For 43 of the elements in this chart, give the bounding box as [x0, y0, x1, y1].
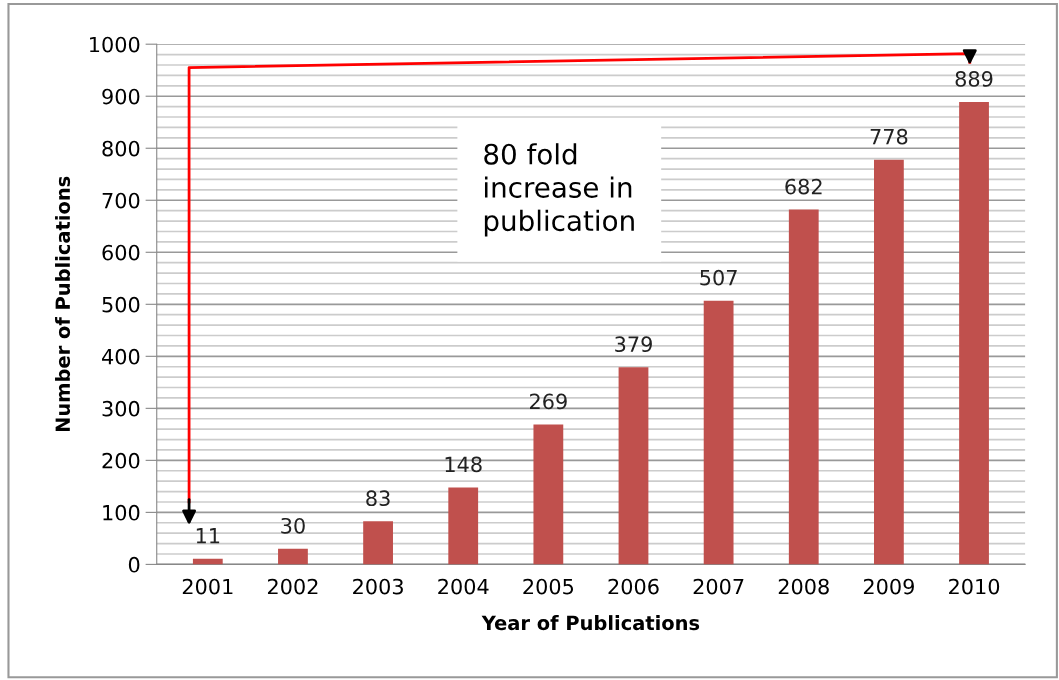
x-tick-label: 2009 — [863, 578, 914, 595]
x-tick-label: 2001 — [182, 578, 233, 595]
data-label: 889 — [955, 71, 993, 87]
y-tick-label: 800 — [102, 140, 140, 157]
y-tick-label: 700 — [102, 192, 140, 209]
data-label: 83 — [366, 490, 390, 507]
y-axis-title: Number of Publications — [55, 176, 71, 432]
x-tick-label: 2008 — [778, 578, 829, 595]
x-tick-label: 2005 — [523, 578, 574, 595]
y-tick-label: 0 — [128, 556, 140, 573]
y-tick-label: 100 — [103, 504, 140, 521]
y-tick-label: 200 — [102, 452, 140, 469]
data-label: 507 — [700, 269, 737, 286]
bar — [533, 424, 564, 565]
data-label: 379 — [615, 336, 652, 353]
bar — [278, 548, 308, 565]
y-tick-label: 1000 — [90, 36, 140, 53]
y-tick-label: 300 — [102, 400, 140, 417]
x-tick-label: 2006 — [608, 578, 659, 595]
annotation: 80 fold increase in publication — [484, 143, 634, 237]
bar — [448, 487, 479, 565]
data-label: 778 — [870, 128, 908, 145]
y-tick-label: 400 — [102, 348, 140, 365]
x-axis-title: Year of Publications — [481, 615, 700, 631]
x-tick-label: 2003 — [353, 578, 403, 595]
bar — [703, 300, 734, 565]
data-label: 148 — [445, 456, 482, 473]
x-tick-label: 2010 — [949, 578, 1000, 595]
x-tick-label: 2007 — [693, 578, 744, 595]
bar — [959, 101, 989, 565]
y-tick-label: 600 — [102, 244, 140, 261]
bar — [363, 521, 393, 565]
data-label: 682 — [785, 178, 822, 195]
data-label: 11 — [196, 528, 220, 544]
x-tick-label: 2004 — [438, 578, 489, 595]
y-tick-label: 500 — [102, 296, 140, 313]
bar — [874, 159, 904, 565]
bar — [788, 209, 819, 565]
x-tick-label: 2002 — [267, 578, 318, 595]
data-label: 30 — [281, 517, 305, 534]
data-label: 269 — [530, 393, 567, 410]
bar — [618, 367, 649, 565]
y-tick-label: 900 — [102, 88, 140, 105]
